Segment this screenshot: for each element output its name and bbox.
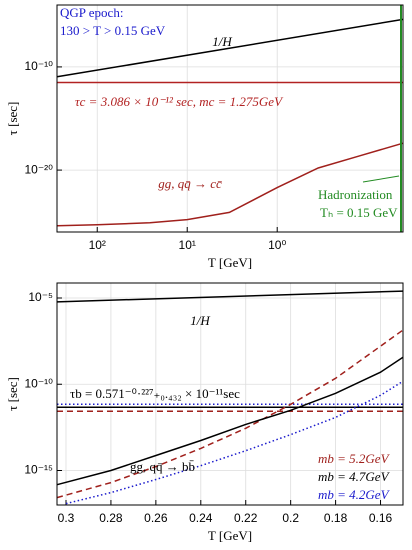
series-line bbox=[56, 290, 404, 303]
series-label: mb = 4.7GeV bbox=[318, 469, 391, 484]
plot-area bbox=[57, 5, 403, 232]
plot-area bbox=[57, 283, 403, 505]
series-label: τc = 3.086 × 10⁻¹² sec, mc = 1.275GeV bbox=[75, 94, 284, 109]
x-tick-label: 0.16 bbox=[369, 511, 393, 525]
annotation: τb = 0.571⁻⁰·²²⁷₊₀.₄₃₂ × 10⁻¹¹sec bbox=[70, 386, 240, 401]
hadronization-arrow bbox=[362, 175, 400, 183]
annotation: Tₕ = 0.15 GeV bbox=[320, 205, 398, 220]
series-line bbox=[65, 380, 404, 505]
annotation: gg, qq̄ → bb̄ bbox=[130, 459, 195, 474]
plot-frame bbox=[56, 282, 404, 506]
x-tick-label: 0.2 bbox=[282, 511, 299, 525]
x-tick-label: 0.26 bbox=[144, 511, 168, 525]
annotation: 130 > T > 0.15 GeV bbox=[60, 23, 166, 38]
annotation: Hadronization bbox=[318, 187, 393, 202]
series-label: mb = 5.2GeV bbox=[318, 451, 391, 466]
y-tick-label: 10⁻¹⁵ bbox=[24, 463, 53, 477]
annotation: QGP epoch: bbox=[60, 5, 123, 20]
y-tick-label: 10⁻¹⁰ bbox=[25, 59, 54, 73]
series-label: gg, qq̄ → cc̄ bbox=[158, 176, 222, 191]
x-tick-label: 0.24 bbox=[189, 511, 213, 525]
x-tick-label: 0.3 bbox=[58, 511, 75, 525]
series-line bbox=[56, 142, 404, 227]
x-tick-label: 10⁰ bbox=[268, 238, 286, 252]
y-axis-label: τ [sec] bbox=[5, 102, 20, 136]
series-line bbox=[56, 329, 404, 499]
y-tick-label: 10⁻²⁰ bbox=[25, 162, 54, 176]
y-axis-label: τ [sec] bbox=[5, 377, 20, 411]
series-label: mb = 4.2GeV bbox=[318, 487, 391, 502]
x-axis-label: T [GeV] bbox=[208, 528, 252, 543]
plot-frame bbox=[56, 4, 404, 233]
x-tick-label: 10² bbox=[89, 238, 106, 252]
series-line bbox=[56, 356, 404, 486]
x-tick-label: 0.28 bbox=[99, 511, 123, 525]
series-label: 1/H bbox=[212, 34, 232, 49]
x-tick-label: 0.18 bbox=[324, 511, 348, 525]
series-label: 1/H bbox=[190, 313, 210, 328]
x-tick-label: 10¹ bbox=[179, 238, 196, 252]
x-axis-label: T [GeV] bbox=[208, 255, 252, 270]
x-tick-label: 0.22 bbox=[234, 511, 258, 525]
y-tick-label: 10⁻⁵ bbox=[28, 290, 53, 304]
series-line bbox=[56, 18, 404, 78]
y-tick-label: 10⁻¹⁰ bbox=[25, 376, 54, 390]
